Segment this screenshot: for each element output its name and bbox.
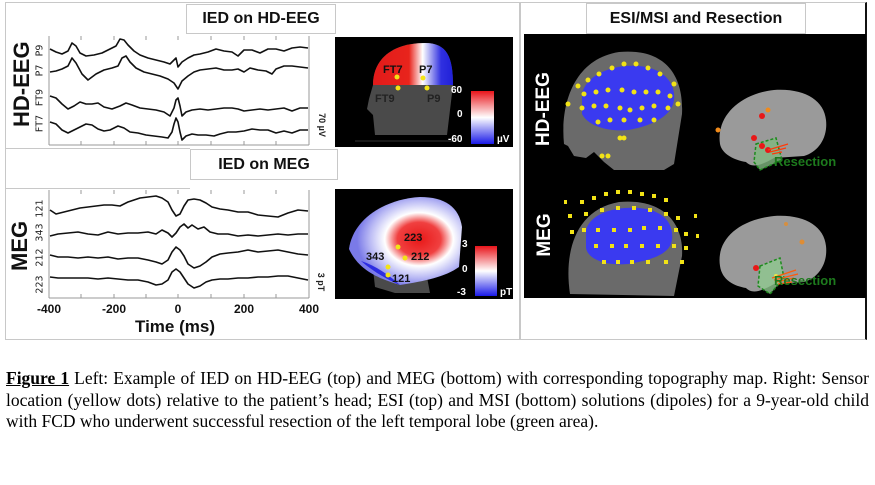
- colorbar-tick: 0: [462, 264, 468, 275]
- eeg-brain-render: [715, 89, 827, 171]
- eeg-panel-title: IED on HD-EEG: [186, 4, 336, 34]
- section-divider: [5, 188, 190, 189]
- eeg-topomap-panel: FT7 P7 FT9 P9 60 0 -60 µV: [335, 37, 513, 147]
- eeg-trace-p7: [49, 55, 309, 90]
- meg-colorbar: [475, 246, 497, 296]
- sensor-dot: [395, 244, 401, 250]
- resection-label-top: Resection: [774, 154, 837, 169]
- esi-msi-panel-title-text: ESI/MSI and Resection: [609, 10, 783, 27]
- eeg-panel-title-text: IED on HD-EEG: [202, 10, 320, 27]
- x-tick-label: 400: [298, 302, 320, 316]
- x-tick-label: 200: [233, 302, 255, 316]
- meg-channel-label: 343: [34, 223, 46, 242]
- esi-row-label: HD-EEG: [533, 72, 554, 146]
- eeg-scale-label: 70 µV: [317, 113, 327, 137]
- meg-row-label: MEG: [7, 220, 32, 271]
- x-tick-label: -200: [101, 302, 127, 316]
- colorbar-tick: -60: [448, 134, 463, 145]
- sensor-dot: [402, 255, 408, 261]
- eeg-trace-ft7: [49, 117, 308, 141]
- meg-brain-render: [719, 215, 827, 295]
- colorbar-tick: 0: [457, 109, 463, 120]
- figure-label: Figure 1: [6, 368, 70, 388]
- electrode-dot: [395, 85, 401, 91]
- electrode-label-ft7: FT7: [383, 64, 403, 76]
- colorbar-tick: 60: [451, 85, 463, 96]
- x-tick-label: -400: [36, 302, 62, 316]
- meg-channel-label: 223: [34, 275, 46, 294]
- meg-trace-212: [49, 246, 309, 269]
- electrode-label-ft9: FT9: [375, 93, 395, 105]
- eeg-head-render: [563, 51, 683, 170]
- x-tick-label: 0: [174, 302, 182, 316]
- colorbar-unit: µV: [497, 134, 510, 145]
- caption-text: Left: Example of IED on HD-EEG (top) and…: [6, 368, 869, 431]
- source-imaging-panel: HD-EEG MEG Resection Resection: [524, 34, 866, 298]
- meg-channel-label: 121: [34, 199, 46, 218]
- meg-scale-label: 3 pT: [316, 272, 326, 292]
- eeg-waveform-plot: [48, 36, 310, 146]
- esi-msi-panel-title: ESI/MSI and Resection: [586, 3, 806, 34]
- msi-row-label: MEG: [534, 213, 555, 257]
- eeg-channel-label: FT9: [34, 88, 46, 107]
- electrode-label-p7: P7: [419, 64, 433, 76]
- meg-trace-223: [49, 268, 309, 289]
- meg-waveform-plot: [48, 190, 310, 299]
- figure-caption: Figure 1 Left: Example of IED on HD-EEG …: [6, 368, 869, 433]
- meg-trace-343: [49, 223, 308, 238]
- sensor-label-223: 223: [404, 232, 423, 244]
- colorbar-tick: 3: [462, 239, 468, 250]
- topomap-cap: [373, 43, 453, 85]
- meg-topomap-head: [349, 197, 497, 296]
- meg-trace-121: [49, 195, 309, 218]
- meg-panel-title-text: IED on MEG: [218, 156, 310, 173]
- eeg-trace-p9: [49, 38, 309, 68]
- source-imaging-render: [563, 51, 827, 296]
- sensor-dot: [385, 272, 391, 278]
- meg-panel-title: IED on MEG: [190, 149, 338, 180]
- eeg-channel-label: P9: [34, 44, 46, 57]
- sensor-label-343: 343: [366, 251, 385, 263]
- electrode-dot: [420, 75, 426, 81]
- electrode-dot: [424, 85, 430, 91]
- meg-head-render: [564, 190, 699, 296]
- colorbar-unit: pT: [500, 287, 513, 298]
- eeg-topomap-head: [355, 43, 494, 144]
- resection-label-bottom: Resection: [774, 273, 837, 288]
- sensor-dot: [385, 264, 391, 270]
- section-divider: [5, 148, 190, 149]
- eeg-channel-label: FT7: [34, 114, 46, 133]
- colorbar-tick: -3: [457, 287, 466, 298]
- eeg-row-label: HD-EEG: [9, 41, 34, 127]
- eeg-channel-label: P7: [34, 64, 46, 77]
- sensor-label-212: 212: [411, 251, 430, 263]
- meg-channel-label: 212: [34, 248, 46, 267]
- eeg-trace-ft9: [49, 95, 308, 117]
- x-axis-label: Time (ms): [135, 317, 215, 336]
- sensor-label-121: 121: [392, 273, 411, 285]
- eeg-colorbar: [471, 91, 494, 144]
- topomap-helmet: [349, 197, 462, 285]
- electrode-dot: [394, 74, 400, 80]
- electrode-label-p9: P9: [427, 93, 441, 105]
- meg-topomap-panel: 223 212 343 121 3 0 -3 pT: [335, 189, 513, 299]
